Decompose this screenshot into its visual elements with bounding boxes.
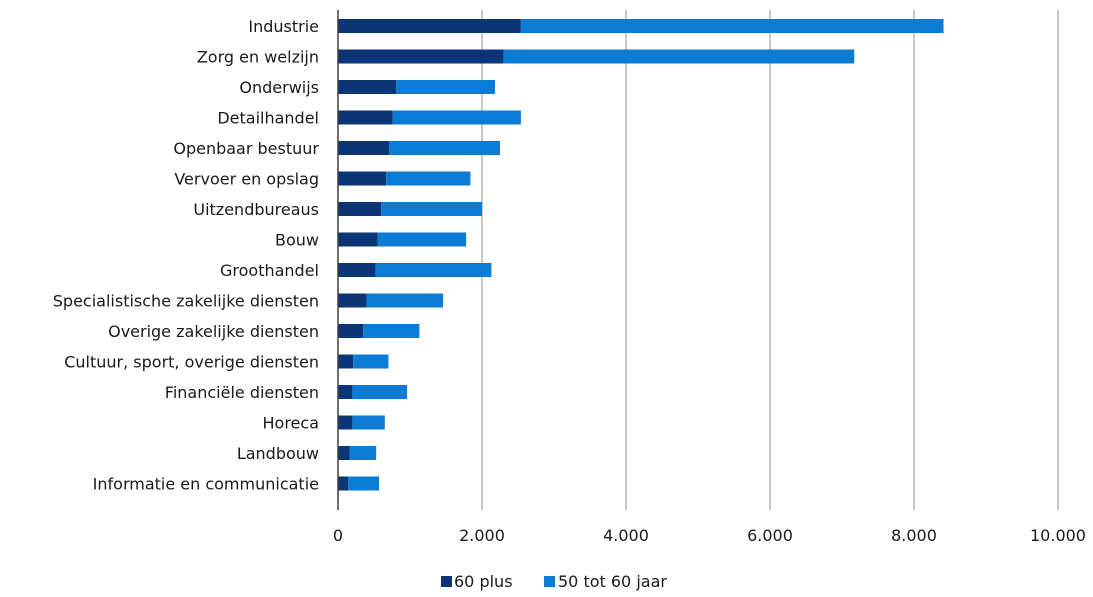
legend: 60 plus 50 tot 60 jaar [441, 572, 667, 591]
category-label: Financiële diensten [165, 383, 319, 402]
category-label: Cultuur, sport, overige diensten [64, 353, 319, 372]
bar-series1-1 [338, 49, 504, 64]
bar-series1-12 [338, 385, 353, 399]
bar-series1-4 [338, 141, 390, 155]
bar-series2-14 [349, 446, 377, 460]
bar-series2-4 [389, 141, 500, 155]
bar-series2-6 [381, 202, 482, 216]
bar-series1-3 [338, 110, 393, 125]
category-label: Zorg en welzijn [197, 48, 319, 67]
bar-series1-6 [338, 202, 382, 216]
bar-series1-14 [338, 446, 350, 460]
category-label: Uitzendbureaus [193, 200, 319, 219]
bar-series1-7 [338, 232, 378, 247]
bar-series2-9 [366, 293, 444, 308]
bar-series2-7 [377, 232, 467, 247]
category-label: Groothandel [220, 261, 319, 280]
category-label: Vervoer en opslag [174, 170, 319, 189]
bar-series1-10 [338, 324, 364, 338]
x-tick-label: 8.000 [891, 526, 937, 545]
bar-series1-11 [338, 354, 354, 369]
bar-series2-15 [348, 476, 380, 491]
bar-series1-9 [338, 293, 367, 308]
category-label: Overige zakelijke diensten [108, 322, 319, 341]
bar-series2-11 [353, 354, 389, 369]
category-label: Specialistische zakelijke diensten [53, 292, 319, 311]
gridlines [481, 10, 1059, 510]
category-label: Openbaar bestuur [173, 139, 319, 158]
bar-series1-13 [338, 415, 353, 430]
bar-series [337, 10, 944, 510]
bar-series2-12 [352, 385, 408, 399]
category-label: Industrie [248, 17, 319, 36]
category-label: Horeca [263, 414, 320, 433]
bar-series1-0 [338, 19, 521, 33]
category-label: Informatie en communicatie [93, 475, 319, 494]
category-labels: Industrie Zorg en welzijn Onderwijs Detailh… [53, 17, 320, 494]
bar-series2-10 [363, 324, 420, 338]
legend-label: 60 plus [454, 572, 513, 591]
bar-series1-15 [338, 476, 349, 491]
bar-series2-3 [392, 110, 521, 125]
bar-series1-5 [338, 171, 387, 186]
legend-label: 50 tot 60 jaar [558, 572, 667, 591]
x-tick-label: 2.000 [459, 526, 505, 545]
bar-series2-13 [352, 415, 385, 430]
x-tick-label: 6.000 [747, 526, 793, 545]
legend-swatch [441, 576, 452, 587]
category-label: Landbouw [237, 444, 319, 463]
bar-series1-2 [338, 80, 397, 94]
bar-series2-8 [375, 263, 492, 277]
x-tick-label: 4.000 [603, 526, 649, 545]
x-tick-label: 0 [333, 526, 343, 545]
legend-swatch [544, 576, 555, 587]
bar-series2-5 [386, 171, 471, 186]
bar-series2-2 [396, 80, 495, 94]
bar-series2-0 [520, 19, 944, 33]
x-tick-labels: 0 2.000 4.000 6.000 8.000 10.000 [333, 526, 1086, 545]
bar-series2-1 [503, 49, 855, 64]
category-label: Detailhandel [217, 109, 319, 128]
category-label: Bouw [275, 231, 319, 250]
bar-series1-8 [338, 263, 376, 277]
category-label: Onderwijs [239, 78, 319, 97]
x-tick-label: 10.000 [1030, 526, 1086, 545]
